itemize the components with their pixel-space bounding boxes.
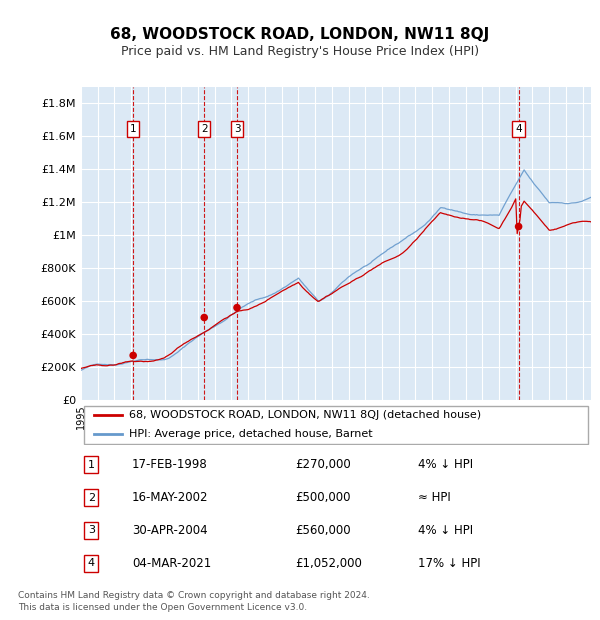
Text: £560,000: £560,000 <box>295 524 351 537</box>
Point <box>199 312 209 322</box>
Text: ≈ HPI: ≈ HPI <box>418 491 451 504</box>
Text: £1,052,000: £1,052,000 <box>295 557 362 570</box>
Text: 4% ↓ HPI: 4% ↓ HPI <box>418 524 473 537</box>
FancyBboxPatch shape <box>83 406 589 443</box>
Text: 17% ↓ HPI: 17% ↓ HPI <box>418 557 480 570</box>
Text: 68, WOODSTOCK ROAD, LONDON, NW11 8QJ: 68, WOODSTOCK ROAD, LONDON, NW11 8QJ <box>110 27 490 42</box>
Text: 1: 1 <box>88 459 95 470</box>
Text: 2: 2 <box>88 492 95 503</box>
Text: Price paid vs. HM Land Registry's House Price Index (HPI): Price paid vs. HM Land Registry's House … <box>121 45 479 58</box>
Text: 68, WOODSTOCK ROAD, LONDON, NW11 8QJ (detached house): 68, WOODSTOCK ROAD, LONDON, NW11 8QJ (de… <box>130 410 482 420</box>
Text: 3: 3 <box>233 124 241 134</box>
Point <box>232 303 242 312</box>
Text: HPI: Average price, detached house, Barnet: HPI: Average price, detached house, Barn… <box>130 429 373 439</box>
Text: £500,000: £500,000 <box>295 491 350 504</box>
Point <box>128 350 138 360</box>
Text: 4: 4 <box>88 558 95 569</box>
Text: 16-MAY-2002: 16-MAY-2002 <box>132 491 209 504</box>
Text: 04-MAR-2021: 04-MAR-2021 <box>132 557 211 570</box>
Point <box>514 221 523 231</box>
Text: 3: 3 <box>88 525 95 536</box>
Text: 17-FEB-1998: 17-FEB-1998 <box>132 458 208 471</box>
Text: 2: 2 <box>201 124 208 134</box>
Text: 4% ↓ HPI: 4% ↓ HPI <box>418 458 473 471</box>
Text: 4: 4 <box>515 124 522 134</box>
Text: £270,000: £270,000 <box>295 458 351 471</box>
Text: 30-APR-2004: 30-APR-2004 <box>132 524 208 537</box>
Text: Contains HM Land Registry data © Crown copyright and database right 2024.: Contains HM Land Registry data © Crown c… <box>18 591 370 600</box>
Text: This data is licensed under the Open Government Licence v3.0.: This data is licensed under the Open Gov… <box>18 603 307 612</box>
Text: 1: 1 <box>130 124 136 134</box>
